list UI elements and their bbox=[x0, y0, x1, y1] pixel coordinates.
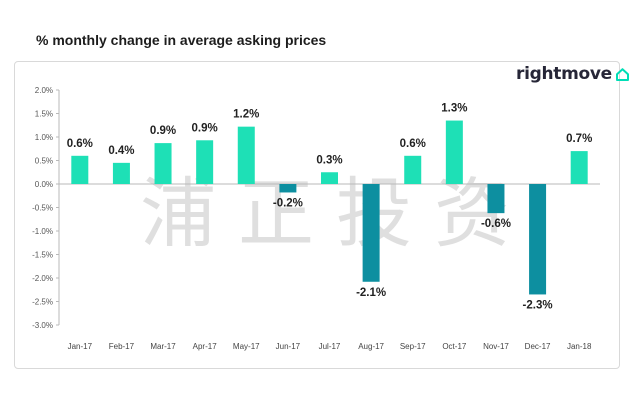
x-tick-label: Apr-17 bbox=[193, 342, 218, 351]
data-label: 0.7% bbox=[566, 133, 592, 145]
data-label: 0.9% bbox=[192, 122, 218, 134]
x-tick-label: Jul-17 bbox=[319, 342, 341, 351]
x-tick-label: May-17 bbox=[233, 342, 260, 351]
y-tick-label: 1.5% bbox=[35, 110, 53, 119]
data-label: 1.3% bbox=[441, 103, 467, 115]
y-tick-label: -0.5% bbox=[32, 204, 53, 213]
x-tick-label: Sep-17 bbox=[400, 342, 426, 351]
x-axis-ticks: Jan-17 Feb-17 Mar-17 Apr-17 May-17 Jun-17 Jul-… bbox=[68, 342, 592, 351]
bar-nov-17 bbox=[487, 184, 505, 214]
x-tick-label: Aug-17 bbox=[358, 342, 384, 351]
x-tick-label: Jan-18 bbox=[567, 342, 592, 351]
rightmove-logo: rightmove bbox=[516, 64, 630, 84]
y-axis-ticks: 2.0% 1.5% 1.0% 0.5% 0.0% -0.5% -1.0% -1.5% -2.0%… bbox=[32, 86, 59, 330]
y-tick-label: -1.5% bbox=[32, 251, 53, 260]
x-tick-label: Dec-17 bbox=[525, 342, 551, 351]
data-label: 0.6% bbox=[67, 138, 93, 150]
x-tick-label: Feb-17 bbox=[109, 342, 135, 351]
bar-oct-17 bbox=[445, 120, 463, 184]
y-tick-label: -3.0% bbox=[32, 321, 53, 330]
data-label: -0.6% bbox=[481, 218, 511, 230]
y-tick-label: -2.0% bbox=[32, 274, 53, 283]
bar-aug-17 bbox=[362, 184, 380, 282]
y-tick-label: -1.0% bbox=[32, 227, 53, 236]
x-tick-label: Nov-17 bbox=[483, 342, 509, 351]
data-label: -2.3% bbox=[523, 299, 553, 311]
x-tick-label: Jan-17 bbox=[68, 342, 93, 351]
data-label: 0.4% bbox=[108, 145, 134, 157]
data-label: 1.2% bbox=[233, 109, 259, 121]
house-outline-icon bbox=[615, 67, 629, 81]
bar-may-17 bbox=[237, 126, 255, 184]
y-tick-label: -2.5% bbox=[32, 298, 53, 307]
bar-jan-18 bbox=[570, 151, 588, 184]
bars bbox=[71, 120, 588, 295]
x-tick-label: Jun-17 bbox=[276, 342, 301, 351]
bar-mar-17 bbox=[154, 143, 172, 184]
bar-dec-17 bbox=[529, 184, 547, 295]
y-tick-label: 0.5% bbox=[35, 157, 53, 166]
bar-sep-17 bbox=[404, 155, 422, 184]
chart-card bbox=[14, 61, 620, 369]
data-label: 0.9% bbox=[150, 125, 176, 137]
data-label: -2.1% bbox=[356, 287, 386, 299]
x-tick-label: Oct-17 bbox=[442, 342, 467, 351]
data-label: 0.3% bbox=[316, 154, 342, 166]
y-tick-label: 0.0% bbox=[35, 180, 53, 189]
data-labels: 0.6% 0.4% 0.9% 0.9% 1.2% -0.2% 0.3% -2.1% 0.6% 1.… bbox=[67, 103, 593, 312]
bar-feb-17 bbox=[112, 162, 130, 184]
data-label: 0.6% bbox=[400, 138, 426, 150]
chart-title: % monthly change in average asking price… bbox=[36, 32, 327, 48]
bar-jun-17 bbox=[279, 184, 297, 193]
bar-jul-17 bbox=[321, 172, 338, 184]
y-tick-label: 1.0% bbox=[35, 133, 53, 142]
y-tick-label: 2.0% bbox=[35, 86, 53, 95]
bar-jan-17 bbox=[71, 155, 89, 184]
logo-wordmark: rightmove bbox=[516, 64, 612, 84]
bar-apr-17 bbox=[196, 140, 214, 184]
x-tick-label: Mar-17 bbox=[150, 342, 176, 351]
data-label: -0.2% bbox=[273, 197, 303, 209]
